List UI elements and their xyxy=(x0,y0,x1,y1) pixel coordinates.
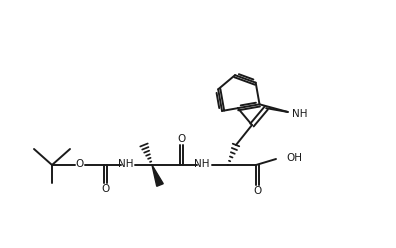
Text: O: O xyxy=(76,159,84,169)
Text: NH: NH xyxy=(292,109,308,119)
Polygon shape xyxy=(152,165,163,186)
Text: NH: NH xyxy=(118,159,134,169)
Text: O: O xyxy=(177,134,186,144)
Text: O: O xyxy=(101,184,110,194)
Text: OH: OH xyxy=(286,153,302,163)
Text: NH: NH xyxy=(194,159,210,169)
Text: O: O xyxy=(253,186,262,196)
